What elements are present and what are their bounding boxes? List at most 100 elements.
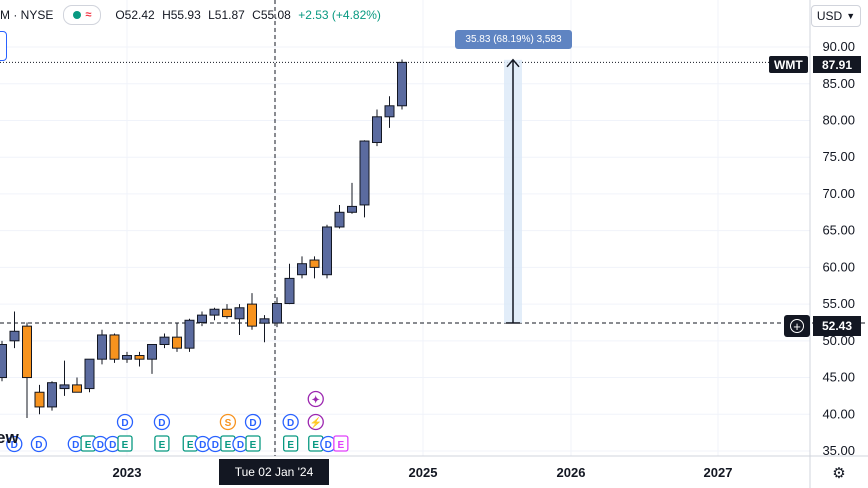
event-letter: E — [187, 440, 194, 451]
event-letter: D — [212, 440, 219, 451]
dividend-marker: D — [153, 413, 171, 431]
symbol-legend: M · NYSE ≈ O52.42 H55.93 L51.87 C55.08 +… — [0, 5, 385, 25]
candle-body — [59, 384, 70, 390]
candle-body — [0, 343, 7, 379]
candle — [397, 59, 407, 110]
candle — [347, 182, 357, 214]
event-circle — [244, 413, 262, 431]
candle-body — [184, 319, 195, 349]
y-tick-label: 50.00 — [822, 333, 855, 348]
candle — [159, 333, 170, 349]
candle-body — [272, 303, 282, 324]
candle — [309, 256, 320, 279]
candle — [197, 311, 207, 327]
event-letter: D — [237, 440, 244, 451]
event-circle — [116, 413, 134, 431]
event-letter: E — [250, 440, 257, 451]
currency-selector[interactable]: USD ▼ — [811, 5, 861, 27]
ohlc-values: O52.42 H55.93 L51.87 C55.08 +2.53 (+4.82… — [115, 8, 385, 22]
candle-body — [72, 384, 82, 393]
dividend-marker: D — [282, 413, 299, 431]
earnings-box — [282, 435, 299, 452]
candle-body — [334, 211, 345, 228]
event-circle — [307, 390, 324, 408]
candle-body — [322, 226, 332, 276]
watermark-logo: ew — [0, 428, 19, 447]
earnings-marker: E — [308, 435, 324, 452]
candle — [222, 304, 232, 319]
candle-body — [359, 140, 370, 206]
candle-body — [159, 336, 170, 345]
candle — [259, 315, 270, 343]
y-tick-label: 80.00 — [822, 112, 855, 127]
high-value: H55.93 — [162, 8, 201, 22]
event-circle — [6, 435, 23, 453]
candle — [184, 318, 195, 352]
candle-body — [209, 308, 220, 316]
change-value: +2.53 (+4.82%) — [298, 8, 381, 22]
candle-body — [147, 343, 157, 360]
candle-body — [397, 61, 407, 107]
x-tick-label: 2023 — [113, 465, 142, 480]
candle-body — [347, 205, 357, 213]
earnings-marker: E — [154, 435, 170, 452]
candle — [122, 351, 132, 363]
news-marker: ✦ — [307, 390, 324, 408]
candle-body — [284, 277, 295, 305]
event-letter: E — [312, 440, 319, 451]
candle-body — [259, 318, 270, 324]
currency-label: USD — [816, 9, 843, 23]
y-tick-label: 65.00 — [822, 223, 855, 238]
candle — [97, 329, 107, 365]
candle — [384, 96, 395, 128]
dividend-marker: D — [30, 435, 48, 453]
dividend-marker: D — [6, 435, 23, 453]
legend-collapse-button[interactable] — [0, 31, 7, 61]
candle-body — [47, 382, 57, 408]
event-letter: D — [35, 440, 42, 451]
candle — [84, 358, 95, 393]
candle — [34, 384, 45, 415]
symbol-price-tag: WMT — [769, 56, 808, 73]
candle — [134, 351, 145, 367]
open-value: O52.42 — [115, 8, 155, 22]
event-letter: D — [199, 440, 206, 451]
dividend-marker: D — [92, 435, 109, 453]
y-tick-label: 35.00 — [822, 443, 855, 458]
candle — [109, 333, 120, 363]
candle-body — [22, 325, 32, 379]
add-alert-button[interactable]: + — [784, 315, 810, 337]
event-letter: E — [287, 440, 294, 451]
candle — [22, 322, 32, 418]
gear-icon[interactable]: ⚙ — [832, 465, 846, 482]
dividend-marker: D — [244, 413, 262, 431]
candle — [0, 340, 7, 382]
event-letter: ⚡ — [310, 416, 322, 429]
y-tick-label: 85.00 — [822, 76, 855, 91]
measure-tool-label[interactable]: 35.83 (68.19%) 3,583 — [455, 30, 572, 49]
y-tick-label: 70.00 — [822, 186, 855, 201]
candle-body — [122, 355, 132, 360]
dividend-marker: D — [116, 413, 134, 431]
crosshair-price-label: 52.43 — [813, 316, 861, 336]
symbol-name[interactable]: M · NYSE — [0, 8, 54, 22]
candle-body — [134, 355, 145, 360]
event-letter: D — [287, 418, 294, 429]
visibility-toggle[interactable]: ≈ — [63, 5, 102, 25]
event-letter: D — [72, 440, 79, 451]
candle-body — [197, 314, 207, 323]
candle-body — [297, 263, 307, 276]
candle-body — [97, 334, 107, 360]
event-circle — [219, 413, 237, 431]
candle — [9, 311, 20, 349]
candle — [272, 297, 282, 328]
event-letter: D — [11, 440, 18, 451]
candle — [372, 109, 382, 147]
candle — [284, 263, 295, 305]
future-earnings-marker: E — [333, 435, 349, 452]
news-marker: ⚡ — [307, 413, 324, 431]
event-letter: E — [338, 440, 345, 451]
candle-body — [309, 259, 320, 268]
candle-body — [9, 330, 20, 342]
